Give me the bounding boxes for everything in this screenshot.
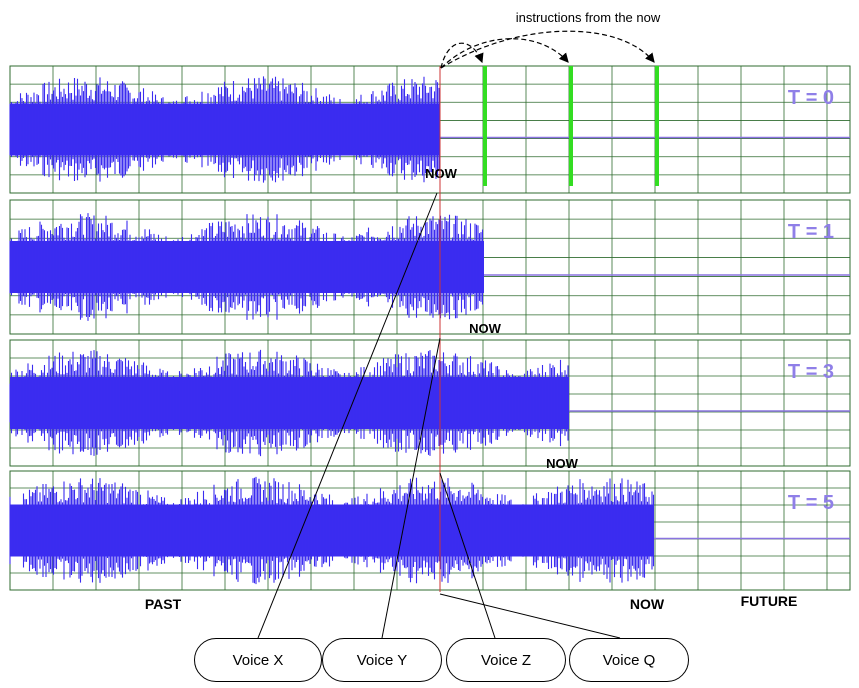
waveform-peaks bbox=[9, 213, 484, 321]
waveform-trace bbox=[9, 76, 440, 183]
arrow-to-marker-1 bbox=[440, 42, 484, 69]
time-label: T = 5 bbox=[788, 492, 834, 514]
time-label: T = 3 bbox=[788, 361, 834, 383]
track-t3: T = 3 NOW bbox=[9, 339, 851, 471]
waveform-trace bbox=[9, 213, 484, 321]
now-label: NOW bbox=[546, 456, 579, 471]
now-label: NOW bbox=[630, 596, 665, 612]
track-t0: T = 0 NOW bbox=[9, 65, 851, 194]
track-t1: T = 1 NOW bbox=[9, 199, 851, 336]
past-label: PAST bbox=[145, 596, 182, 612]
connector-voice-y bbox=[381, 337, 441, 639]
waveform-peaks bbox=[9, 349, 569, 457]
waveform-trace bbox=[9, 349, 569, 457]
track-t5: T = 5 bbox=[9, 470, 851, 591]
voice-label: Voice Q bbox=[602, 651, 656, 669]
voice-z-box: Voice Z bbox=[446, 638, 566, 682]
voice-connectors bbox=[257, 192, 621, 639]
now-label: NOW bbox=[469, 321, 502, 336]
voice-q-box: Voice Q bbox=[569, 638, 689, 682]
voice-y-box: Voice Y bbox=[322, 638, 442, 682]
waveform-peaks bbox=[9, 476, 655, 585]
arrow-to-marker-3 bbox=[440, 30, 655, 69]
voice-label: Voice Z bbox=[480, 651, 532, 669]
time-label: T = 0 bbox=[788, 87, 834, 109]
time-label: T = 1 bbox=[788, 221, 834, 243]
connector-voice-x bbox=[257, 192, 438, 639]
voice-label: Voice Y bbox=[356, 651, 408, 669]
connector-voice-q bbox=[439, 593, 621, 639]
instruction-markers bbox=[483, 66, 659, 186]
instruction-arrows bbox=[440, 30, 655, 69]
future-label: FUTURE bbox=[741, 593, 798, 609]
waveform-trace bbox=[9, 476, 655, 585]
now-label: NOW bbox=[425, 166, 458, 181]
connector-voice-z bbox=[439, 472, 496, 639]
voice-label: Voice X bbox=[232, 651, 284, 669]
caption-text: instructions from the now bbox=[516, 10, 661, 25]
voice-x-box: Voice X bbox=[194, 638, 322, 682]
waveform-peaks bbox=[9, 76, 440, 183]
